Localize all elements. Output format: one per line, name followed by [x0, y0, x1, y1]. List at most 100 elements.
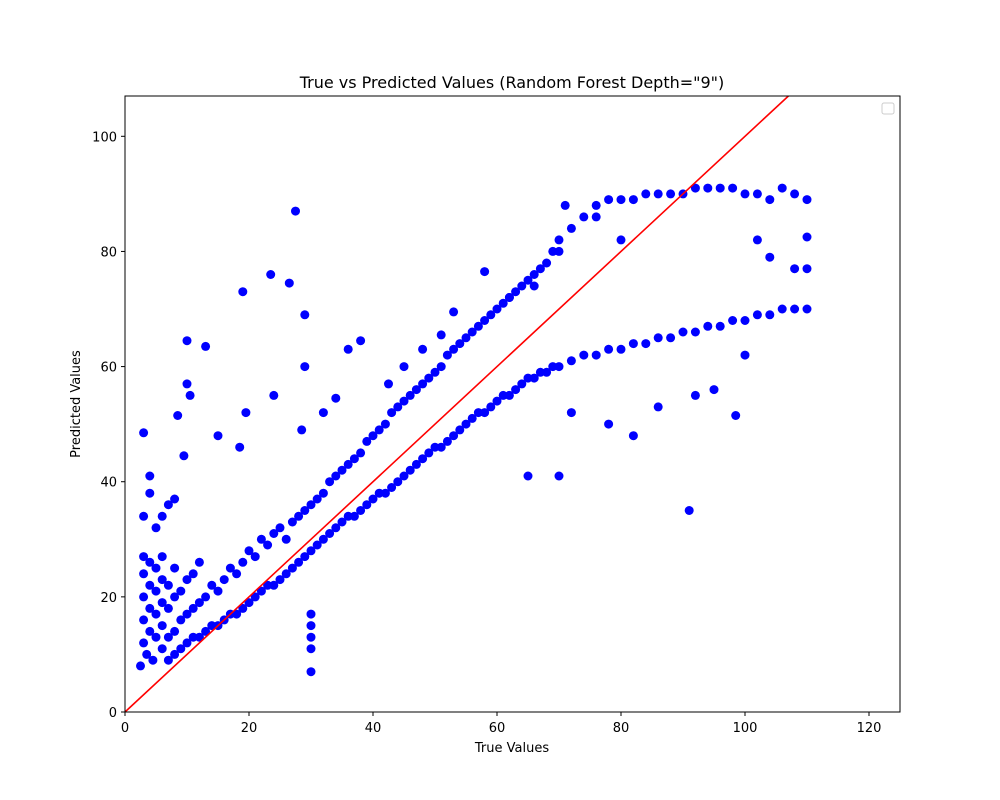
data-point [579, 350, 589, 360]
data-point [284, 278, 294, 288]
data-point [604, 195, 614, 205]
chart-title: True vs Predicted Values (Random Forest … [299, 73, 725, 92]
y-tick-label: 100 [92, 130, 117, 145]
data-point [185, 390, 195, 400]
data-point [554, 471, 564, 481]
reference-line-layer [125, 96, 789, 712]
data-point [179, 451, 189, 461]
x-tick-label: 120 [857, 721, 882, 736]
data-point [318, 488, 328, 498]
data-point [374, 425, 384, 435]
data-point [449, 344, 459, 354]
data-point [287, 517, 297, 527]
data-point [535, 367, 545, 377]
reference-line [125, 96, 789, 712]
data-point [213, 431, 223, 441]
data-point [641, 189, 651, 199]
data-point [145, 580, 155, 590]
data-point [170, 494, 180, 504]
data-point [182, 609, 192, 619]
data-point [535, 264, 545, 274]
data-point [802, 232, 812, 242]
data-point [173, 411, 183, 420]
data-point [275, 523, 285, 533]
data-point [157, 621, 167, 631]
data-point [684, 506, 694, 515]
data-point [740, 189, 750, 199]
data-point [201, 592, 211, 602]
data-point [384, 379, 393, 389]
x-tick-label: 80 [613, 721, 630, 736]
data-point [777, 183, 787, 193]
data-point [287, 563, 297, 573]
data-point [529, 270, 539, 279]
data-point [318, 534, 328, 544]
data-point [604, 344, 614, 354]
data-point [343, 511, 353, 521]
data-point [411, 385, 421, 395]
data-point [145, 626, 155, 636]
data-point [461, 333, 471, 343]
data-point [436, 330, 446, 340]
data-point [139, 638, 149, 648]
data-point [182, 575, 192, 585]
data-point [263, 580, 273, 590]
data-point [306, 546, 316, 556]
data-point [802, 195, 812, 205]
x-tick-label: 60 [489, 721, 506, 736]
data-point [337, 465, 347, 475]
data-point [269, 390, 279, 400]
data-point [424, 373, 434, 383]
data-point [728, 316, 738, 325]
data-point [306, 609, 316, 619]
data-point [297, 425, 307, 435]
data-point [201, 341, 211, 351]
data-point [380, 488, 390, 498]
data-point [653, 333, 663, 343]
data-point [300, 506, 310, 515]
data-point [312, 540, 322, 550]
data-point [604, 419, 614, 429]
data-point [517, 379, 527, 389]
data-point [715, 321, 725, 331]
data-point [142, 649, 152, 659]
data-point [266, 270, 276, 279]
data-point [480, 408, 490, 418]
data-point [387, 483, 397, 492]
data-point [740, 316, 750, 325]
data-point [176, 644, 186, 654]
data-point [362, 436, 372, 446]
data-point [238, 287, 248, 297]
data-point [256, 534, 266, 544]
data-point [666, 333, 676, 343]
data-point [731, 411, 741, 420]
data-point [238, 557, 248, 567]
data-point [201, 626, 211, 636]
data-point [374, 488, 384, 498]
data-point [300, 310, 310, 320]
data-point [523, 471, 533, 481]
data-point [368, 494, 378, 504]
data-point [343, 344, 353, 354]
data-point [139, 511, 149, 521]
data-point [331, 393, 341, 403]
data-point [362, 500, 372, 510]
data-point [480, 267, 490, 277]
data-point [480, 316, 490, 325]
data-point [182, 336, 192, 346]
data-point [387, 408, 397, 418]
data-point [554, 235, 564, 245]
data-point [653, 189, 663, 199]
y-tick-label: 40 [100, 476, 117, 491]
data-point [294, 511, 304, 521]
data-point [616, 344, 626, 354]
data-point [250, 592, 260, 602]
data-point [411, 459, 421, 469]
data-point [157, 644, 167, 654]
data-point [418, 379, 428, 389]
data-point [449, 307, 459, 317]
data-point [188, 569, 198, 579]
data-point [139, 592, 149, 602]
data-point [442, 436, 452, 446]
data-point [523, 373, 533, 383]
